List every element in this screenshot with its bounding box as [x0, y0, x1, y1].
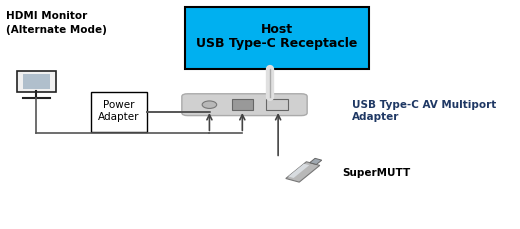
- Polygon shape: [286, 162, 320, 182]
- Polygon shape: [310, 159, 322, 165]
- FancyBboxPatch shape: [266, 100, 288, 111]
- FancyBboxPatch shape: [91, 93, 147, 133]
- Text: USB Type-C AV Multiport: USB Type-C AV Multiport: [352, 99, 497, 109]
- FancyBboxPatch shape: [182, 94, 307, 116]
- Text: Power: Power: [103, 99, 135, 109]
- Text: USB Type-C Receptacle: USB Type-C Receptacle: [197, 37, 358, 50]
- Text: SuperMUTT: SuperMUTT: [343, 167, 411, 177]
- FancyBboxPatch shape: [23, 75, 50, 90]
- FancyBboxPatch shape: [185, 8, 369, 69]
- FancyBboxPatch shape: [17, 72, 56, 93]
- FancyBboxPatch shape: [232, 100, 253, 111]
- Polygon shape: [288, 164, 309, 178]
- Text: Adapter: Adapter: [98, 112, 139, 122]
- Text: Host: Host: [261, 23, 293, 36]
- Ellipse shape: [202, 101, 217, 109]
- Text: (Alternate Mode): (Alternate Mode): [6, 25, 107, 35]
- Text: HDMI Monitor: HDMI Monitor: [6, 11, 87, 21]
- Text: Adapter: Adapter: [352, 112, 399, 122]
